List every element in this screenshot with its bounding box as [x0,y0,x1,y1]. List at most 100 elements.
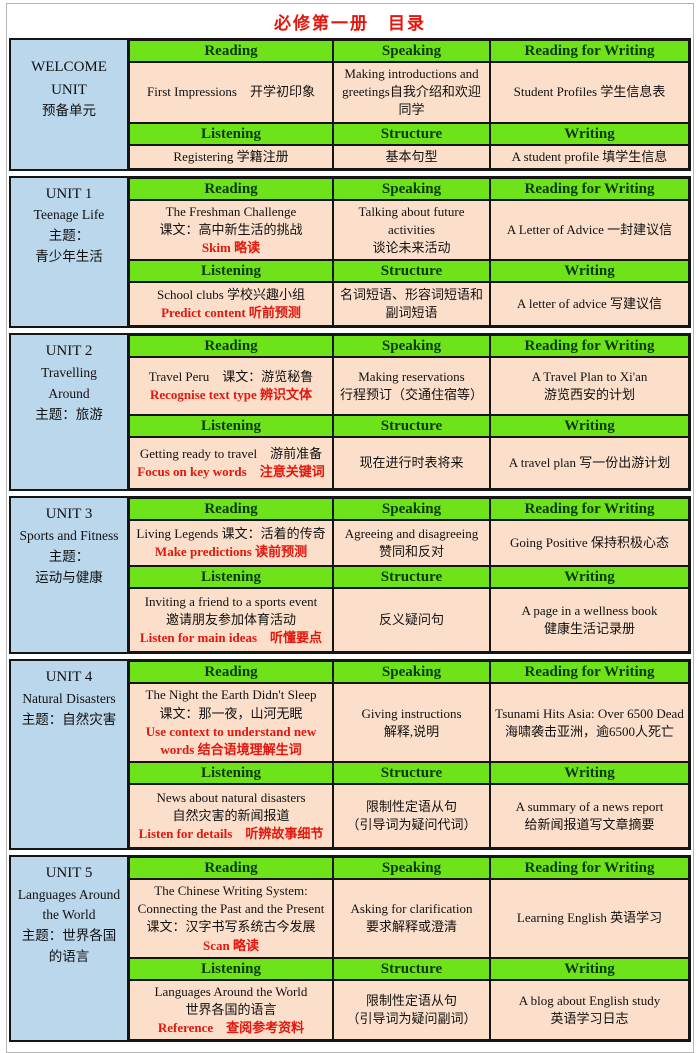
strategy-note: Make predictions 读前预测 [154,544,308,560]
cell-reading: The Night the Earth Didn't Sleep 课文：那一夜，… [129,683,333,763]
cell-text: Languages Around the World 世界各国的语言 [154,983,308,1017]
cell-writing: A travel plan 写一份出游计划 [490,437,689,490]
cell-text: 限制性定语从句 （引导词为疑问副词） [346,992,477,1027]
cell-text: Registering 学籍注册 [173,148,289,164]
cell-text: Learning English 英语学习 [516,910,663,926]
cell-reading-for-writing: A Letter of Advice 一封建议信 [490,199,689,261]
cell-reading-for-writing: Student Profiles 学生信息表 [490,62,689,123]
strategy-note: Listen for details 听辨故事细节 [138,826,324,842]
column-header-listening: Listening [129,762,333,785]
cell-text: Getting ready to travel 游前准备 [139,446,323,462]
cell-text: 名词短语、形容词短语和 副词短语 [339,287,483,321]
unit-name-cell: UNIT 4 Natural Disasters 主题：自然灾害 [9,659,127,851]
strategy-note: Skim 略读 [201,240,261,256]
strategy-note: Reference 查阅参考资料 [157,1020,305,1036]
column-header-reading: Reading [129,661,333,684]
unit-name-cell: UNIT 2 Travelling Around 主题：旅游 [9,333,127,492]
column-header-reading-for-writing: Reading for Writing [490,177,689,200]
cell-speaking: Giving instructions 解释,说明 [333,683,490,763]
cell-writing: A blog about English study 英语学习日志 [490,979,689,1041]
column-header-writing: Writing [490,260,689,283]
cell-listening: Getting ready to travel 游前准备 Focus on key… [129,437,333,490]
column-header-reading: Reading [129,857,333,880]
column-header-listening: Listening [129,957,333,980]
cell-reading-for-writing: A Travel Plan to Xi'an 游览西安的计划 [490,357,689,416]
unit-theme: Languages Around the World 主题：世界各国 的语言 [17,886,121,965]
column-header-structure: Structure [333,260,490,283]
column-header-speaking: Speaking [333,857,490,880]
cell-text: Asking for clarification 要求解释或澄清 [350,901,473,935]
cell-listening: News about natural disasters 自然灾害的新闻报道 Li… [129,784,333,849]
unit-block-4: UNIT 4 Natural Disasters 主题：自然灾害 Reading… [9,659,691,851]
cell-text: 限制性定语从句 （引导词为疑问代词） [346,798,477,833]
cell-listening: Languages Around the World 世界各国的语言 Refere… [129,979,333,1041]
cell-text: Living Legends 课文：活着的传奇 [136,526,326,542]
column-header-reading: Reading [129,498,333,521]
cell-text: A summary of a news report 给新闻报道写文章摘要 [515,798,664,833]
column-header-speaking: Speaking [333,498,490,521]
cell-reading: Living Legends 课文：活着的传奇 Make predictions … [129,520,333,567]
cell-text: The Freshman Challenge 课文：高中新生活的挑战 [159,203,303,237]
unit-theme: Natural Disasters 主题：自然灾害 [21,690,117,727]
column-header-structure: Structure [333,957,490,980]
column-header-reading-for-writing: Reading for Writing [490,857,689,880]
cell-speaking: Talking about future activities 谈论未来活动 [333,199,490,261]
unit-name-cell: UNIT 3 Sports and Fitness 主题： 运动与健康 [9,496,127,655]
cell-reading: The Freshman Challenge 课文：高中新生活的挑战 Skim 略… [129,199,333,261]
cell-text: Going Positive 保持积极心态 [510,535,669,551]
unit-block-welcome: WELCOME UNIT 预备单元 Reading Speaking Readi… [9,38,691,171]
cell-text: 现在进行时表将来 [359,455,464,471]
unit-block-5: UNIT 5 Languages Around the World 主题：世界各… [9,855,691,1043]
column-header-reading: Reading [129,177,333,200]
unit-number: UNIT 3 [45,506,93,523]
column-header-speaking: Speaking [333,335,490,358]
cell-speaking: Making introductions and greetings自我介绍和欢… [333,62,490,123]
unit-grid: Reading Speaking Reading for Writing Fir… [127,38,691,171]
unit-number: UNIT 1 [45,185,93,202]
cell-text: A letter of advice 写建议信 [516,296,663,312]
toc-page: 必修第一册 目录 WELCOME UNIT 预备单元 Reading Speak… [6,3,694,1053]
column-header-writing: Writing [490,957,689,980]
column-header-speaking: Speaking [333,177,490,200]
column-header-listening: Listening [129,566,333,589]
cell-structure: 限制性定语从句 （引导词为疑问副词） [333,979,490,1041]
cell-speaking: Making reservations 行程预订（交通住宿等） [333,357,490,416]
column-header-writing: Writing [490,566,689,589]
unit-grid: Reading Speaking Reading for Writing Tra… [127,333,691,492]
strategy-note: Recognise text type 辨识文体 [149,387,313,403]
unit-theme: Travelling Around 主题：旅游 [35,364,103,422]
column-header-listening: Listening [129,122,333,145]
cell-text: 反义疑问句 [378,612,444,628]
cell-listening: Registering 学籍注册 [129,144,333,169]
cell-text: School clubs 学校兴趣小组 [156,287,306,303]
cell-text: A page in a wellness book 健康生活记录册 [521,603,658,637]
unit-name-cell: UNIT 1 Teenage Life 主题： 青少年生活 [9,175,127,329]
cell-structure: 基本句型 [333,144,490,169]
column-header-listening: Listening [129,415,333,438]
cell-text: Making introductions and greetings自我介绍和欢… [342,66,481,118]
cell-text: Talking about future activities 谈论未来活动 [358,203,465,256]
cell-listening: Inviting a friend to a sports event 邀请朋友… [129,588,333,653]
column-header-structure: Structure [333,122,490,145]
cell-writing: A student profile 填学生信息 [490,144,689,169]
unit-grid: Reading Speaking Reading for Writing The… [127,175,691,329]
cell-text: Giving instructions 解释,说明 [361,705,462,739]
cell-reading: First Impressions 开学初印象 [129,62,333,123]
unit-theme: 预备单元 [42,103,96,118]
cell-text: Tsunami Hits Asia: Over 6500 Dead 海啸袭击亚洲… [495,705,684,739]
cell-writing: A letter of advice 写建议信 [490,282,689,327]
column-header-reading-for-writing: Reading for Writing [490,40,689,62]
column-header-writing: Writing [490,762,689,785]
unit-name-cell: UNIT 5 Languages Around the World 主题：世界各… [9,855,127,1043]
column-header-structure: Structure [333,415,490,438]
column-header-reading-for-writing: Reading for Writing [490,498,689,521]
cell-text: A student profile 填学生信息 [511,148,668,164]
cell-writing: A summary of a news report 给新闻报道写文章摘要 [490,784,689,849]
unit-grid: Reading Speaking Reading for Writing The… [127,855,691,1043]
cell-structure: 限制性定语从句 （引导词为疑问代词） [333,784,490,849]
strategy-note: Focus on key words 注意关键词 [137,464,325,480]
cell-structure: 现在进行时表将来 [333,437,490,490]
cell-text: A Letter of Advice 一封建议信 [506,221,673,237]
cell-writing: A page in a wellness book 健康生活记录册 [490,588,689,653]
column-header-reading-for-writing: Reading for Writing [490,661,689,684]
